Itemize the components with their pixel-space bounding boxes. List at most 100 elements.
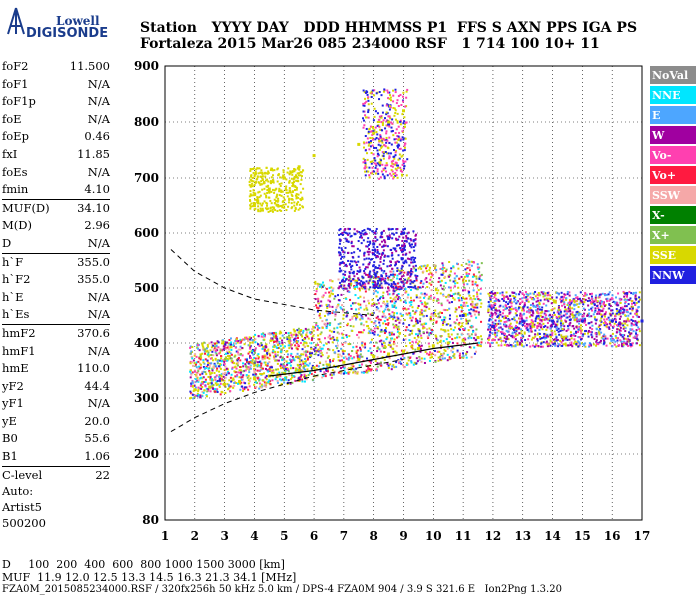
echo-pixel <box>402 283 405 286</box>
echo-pixel <box>588 342 591 345</box>
echo-pixel <box>537 312 540 315</box>
echo-pixel <box>290 202 293 205</box>
echo-pixel <box>325 351 328 354</box>
echo-pixel <box>499 322 502 325</box>
echo-pixel <box>394 283 397 286</box>
echo-pixel <box>367 237 370 240</box>
echo-pixel <box>307 364 310 367</box>
echo-pixel <box>388 357 391 360</box>
echo-pixel <box>437 289 440 292</box>
echo-pixel <box>271 188 274 191</box>
echo-pixel <box>218 375 221 378</box>
echo-pixel <box>523 303 526 306</box>
echo-pixel <box>201 390 204 393</box>
echo-pixel <box>324 323 327 326</box>
echo-pixel <box>235 367 238 370</box>
echo-pixel <box>618 344 621 347</box>
echo-pixel <box>459 294 462 297</box>
echo-pixel <box>493 329 496 332</box>
echo-pixel <box>545 297 548 300</box>
echo-pixel <box>587 345 590 348</box>
echo-pixel <box>467 263 470 266</box>
echo-pixel <box>211 350 214 353</box>
echo-pixel <box>422 296 425 299</box>
echo-pixel <box>497 320 500 323</box>
echo-pixel <box>258 196 261 199</box>
echo-pixel <box>299 372 302 375</box>
echo-pixel <box>490 318 493 321</box>
echo-pixel <box>229 346 232 349</box>
echo-pixel <box>189 370 192 373</box>
echo-pixel <box>304 360 307 363</box>
echo-pixel <box>535 309 538 312</box>
echo-pixel <box>315 304 318 307</box>
echo-pixel <box>434 354 437 357</box>
echo-pixel <box>390 254 393 257</box>
echo-pixel <box>458 321 461 324</box>
echo-pixel <box>261 178 264 181</box>
echo-pixel <box>573 338 576 341</box>
echo-pixel <box>389 363 392 366</box>
echo-pixel <box>315 368 318 371</box>
echo-pixel <box>557 345 560 348</box>
echo-pixel <box>344 273 347 276</box>
echo-pixel <box>494 294 497 297</box>
echo-pixel <box>402 322 405 325</box>
echo-pixel <box>288 373 291 376</box>
echo-pixel <box>296 172 299 175</box>
echo-pixel <box>199 355 202 358</box>
echo-pixel <box>252 167 255 170</box>
echo-pixel <box>386 290 389 293</box>
echo-pixel <box>432 314 435 317</box>
echo-pixel <box>489 332 492 335</box>
param-row-yf2: yF2 44.4 <box>2 378 110 396</box>
echo-pixel <box>441 262 444 265</box>
echo-pixel <box>362 286 365 289</box>
echo-pixel <box>191 371 194 374</box>
echo-pixel <box>602 342 605 345</box>
echo-pixel <box>577 336 580 339</box>
echo-pixel <box>364 285 367 288</box>
echo-pixel <box>332 349 335 352</box>
echo-pixel <box>229 376 232 379</box>
echo-pixel <box>572 332 575 335</box>
echo-pixel <box>329 360 332 363</box>
echo-pixel <box>365 304 368 307</box>
echo-pixel <box>241 339 244 342</box>
echo-pixel <box>406 273 409 276</box>
echo-pixel <box>373 269 376 272</box>
echo-pixel <box>402 236 405 239</box>
echo-pixel <box>398 278 401 281</box>
echo-pixel <box>577 298 580 301</box>
echo-pixel <box>338 242 341 245</box>
echo-pixel <box>636 338 639 341</box>
echo-pixel <box>209 381 212 384</box>
echo-pixel <box>551 323 554 326</box>
echo-pixel <box>418 344 421 347</box>
echo-pixel <box>462 281 465 284</box>
echo-pixel <box>553 322 556 325</box>
echo-pixel <box>215 347 218 350</box>
echo-pixel <box>565 320 568 323</box>
echo-pixel <box>636 314 639 317</box>
echo-pixel <box>253 338 256 341</box>
echo-pixel <box>339 367 342 370</box>
echo-pixel <box>376 326 379 329</box>
echo-pixel <box>232 344 235 347</box>
echo-pixel <box>442 270 445 273</box>
echo-pixel <box>471 305 474 308</box>
echo-pixel <box>457 267 460 270</box>
echo-pixel <box>275 187 278 190</box>
echo-pixel <box>373 330 376 333</box>
echo-pixel <box>440 302 443 305</box>
echo-pixel <box>192 397 195 400</box>
echo-pixel <box>459 314 462 317</box>
echo-pixel <box>352 272 355 275</box>
echo-pixel <box>396 260 399 263</box>
echo-pixel <box>619 309 622 312</box>
echo-pixel <box>590 302 593 305</box>
echo-pixel <box>203 389 206 392</box>
echo-pixel <box>582 303 585 306</box>
echo-pixel <box>594 322 597 325</box>
echo-pixel <box>291 181 294 184</box>
